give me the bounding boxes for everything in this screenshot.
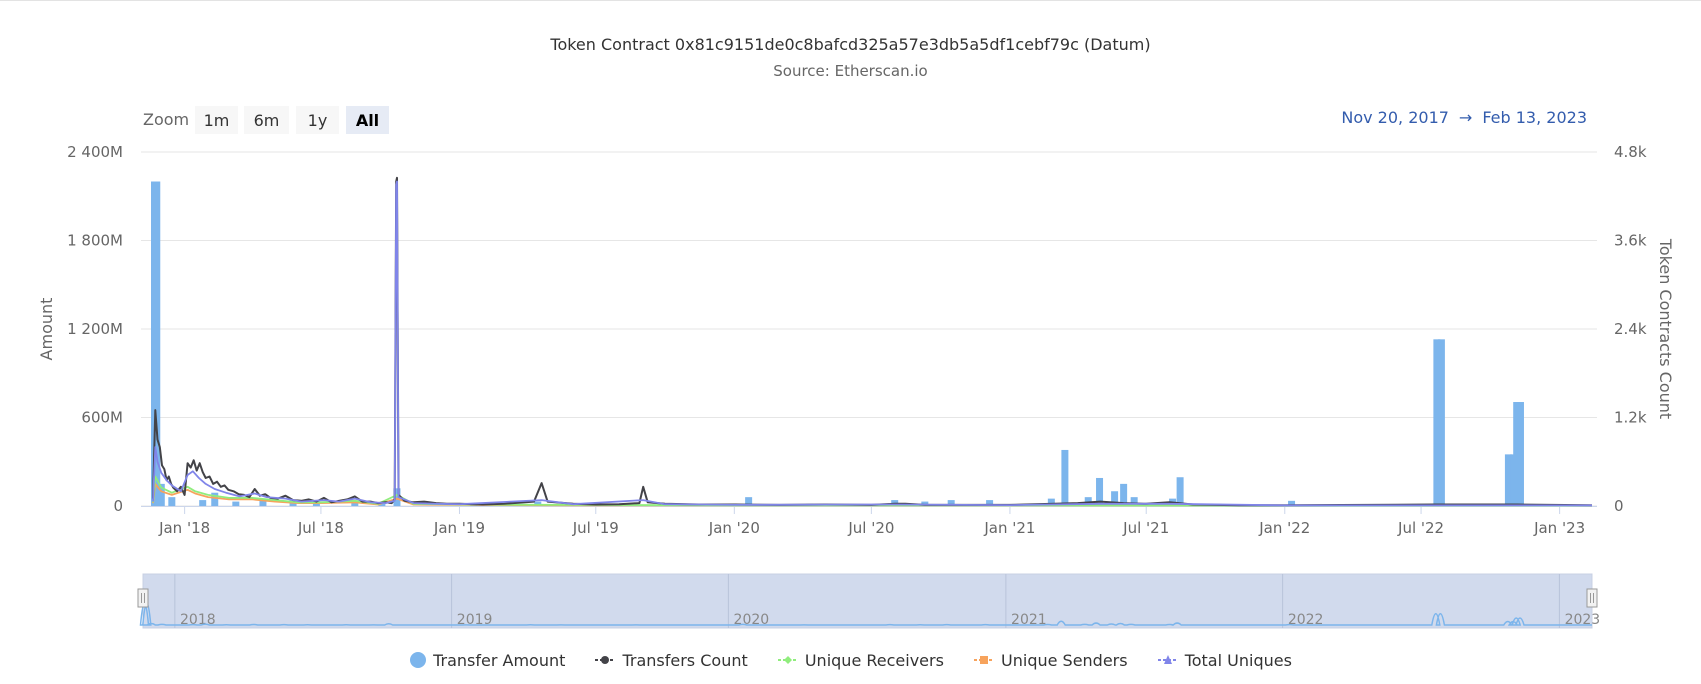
legend-item-transfers-count[interactable]: Transfers Count xyxy=(594,650,748,670)
y-left-tick-label: 600M xyxy=(81,409,123,427)
navigator-right-handle[interactable] xyxy=(1586,588,1598,608)
y-left-tick-label: 2 400M xyxy=(67,143,123,161)
y-left-tick-label: 0 xyxy=(113,497,123,515)
navigator-series-line xyxy=(139,602,1592,626)
y-left-axis-title: Amount xyxy=(37,298,56,361)
zoom-6m-button[interactable]: 6m xyxy=(244,106,289,134)
y-right-tick-label: 1.2k xyxy=(1614,409,1647,427)
bar-transfer-amount xyxy=(1516,402,1524,506)
bar-transfer-amount xyxy=(1120,483,1128,506)
legend-label: Transfers Count xyxy=(622,650,748,670)
chart-subtitle: Source: Etherscan.io xyxy=(773,62,928,80)
bar-transfer-amount xyxy=(259,498,267,506)
legend-label: Unique Receivers xyxy=(804,650,944,670)
series-line-transfers-count xyxy=(152,176,1593,507)
range-from-date[interactable]: Nov 20, 2017 xyxy=(1341,108,1449,127)
bar-transfer-amount xyxy=(1504,454,1512,506)
bar-transfer-amount xyxy=(1288,500,1296,506)
y-left-tick-label: 1 800M xyxy=(67,232,123,250)
bar-transfer-amount xyxy=(1513,402,1521,506)
x-tick-label: Jan '22 xyxy=(1258,519,1310,537)
bar-transfer-amount xyxy=(393,488,401,506)
y-left-tick-label: 1 200M xyxy=(67,320,123,338)
bar-transfer-amount xyxy=(199,500,207,506)
x-tick-label: Jan '23 xyxy=(1533,519,1585,537)
navigator-left-handle[interactable] xyxy=(137,588,149,608)
y-right-axis-title: Token Contracts Count xyxy=(1656,238,1675,419)
bar-transfer-amount xyxy=(351,501,359,506)
x-tick-label: Jul '21 xyxy=(1122,519,1169,537)
handle-body xyxy=(137,588,149,608)
bar-transfer-amount xyxy=(312,503,320,506)
zoom-label: Zoom xyxy=(143,110,190,129)
x-tick-label: Jul '19 xyxy=(572,519,619,537)
navigator-year-label: 2019 xyxy=(457,612,493,628)
zoom-all-button[interactable]: All xyxy=(346,106,389,134)
bar-transfer-amount xyxy=(1437,339,1445,506)
handle-body xyxy=(1586,588,1598,608)
legend-label: Total Uniques xyxy=(1184,650,1292,670)
legend-label: Unique Senders xyxy=(1001,650,1128,670)
date-range: Nov 20, 2017 → Feb 13, 2023 xyxy=(1341,108,1587,127)
navigator-mask xyxy=(142,573,1593,629)
series-line-total-uniques xyxy=(152,180,1592,507)
legend-item-transfer-amount[interactable]: Transfer Amount xyxy=(409,650,565,670)
navigator-year-label: 2021 xyxy=(1011,612,1047,628)
bar-transfer-amount xyxy=(211,492,219,506)
x-tick-label: Jan '21 xyxy=(983,519,1035,537)
legend-item-unique-receivers[interactable]: Unique Receivers xyxy=(777,650,944,670)
legend-label: Transfer Amount xyxy=(433,650,566,670)
legend-item-total-uniques[interactable]: Total Uniques xyxy=(1157,650,1292,670)
chart-title: Token Contract 0x81c9151de0c8bafcd325a57… xyxy=(550,35,1151,54)
y-right-tick-label: 0 xyxy=(1614,497,1624,515)
bar-transfer-amount xyxy=(1111,491,1119,506)
bar-transfer-amount xyxy=(153,181,161,506)
bar-transfer-amount xyxy=(745,497,753,506)
range-to-date[interactable]: Feb 13, 2023 xyxy=(1482,108,1587,127)
y-right-tick-label: 4.8k xyxy=(1614,143,1647,161)
x-tick-label: Jul '18 xyxy=(297,519,344,537)
bar-transfer-amount xyxy=(157,483,165,506)
x-tick-label: Jan '19 xyxy=(433,519,485,537)
zoom-1y-button[interactable]: 1y xyxy=(296,106,339,134)
circle-marker-icon xyxy=(410,652,427,668)
zoom-1m-button[interactable]: 1m xyxy=(195,106,238,134)
x-tick-label: Jul '22 xyxy=(1397,519,1444,537)
bar-transfer-amount xyxy=(1176,477,1184,506)
x-tick-label: Jul '20 xyxy=(847,519,894,537)
bar-transfer-amount xyxy=(1061,449,1069,506)
square-marker-icon xyxy=(974,656,995,664)
bar-transfer-amount xyxy=(1433,339,1441,506)
bar-transfer-amount xyxy=(986,500,994,506)
legend-item-unique-senders[interactable]: Unique Senders xyxy=(973,650,1128,670)
y-right-tick-label: 2.4k xyxy=(1614,320,1647,338)
bar-transfer-amount xyxy=(378,503,386,506)
x-tick-label: Jan '20 xyxy=(708,519,760,537)
bar-transfer-amount xyxy=(1047,498,1055,506)
y-right-tick-label: 3.6k xyxy=(1614,232,1647,250)
diamond-marker-icon xyxy=(777,656,798,664)
range-arrow-icon: → xyxy=(1458,108,1473,127)
navigator-year-label: 2023 xyxy=(1565,612,1601,628)
x-tick-label: Jan '18 xyxy=(158,519,210,537)
bar-transfer-amount xyxy=(1130,497,1138,506)
triangle-marker-icon xyxy=(1157,655,1178,664)
bar-transfer-amount xyxy=(947,500,955,506)
bar-transfer-amount xyxy=(1096,477,1104,506)
navigator-year-label: 2022 xyxy=(1288,612,1324,628)
chart-legend: Transfer Amount Transfers Count Unique R… xyxy=(0,649,1701,670)
bar-transfer-amount xyxy=(232,501,240,506)
bar-transfer-amount xyxy=(168,497,176,506)
line-marker-icon xyxy=(595,656,616,664)
bar-transfer-amount xyxy=(534,501,542,506)
